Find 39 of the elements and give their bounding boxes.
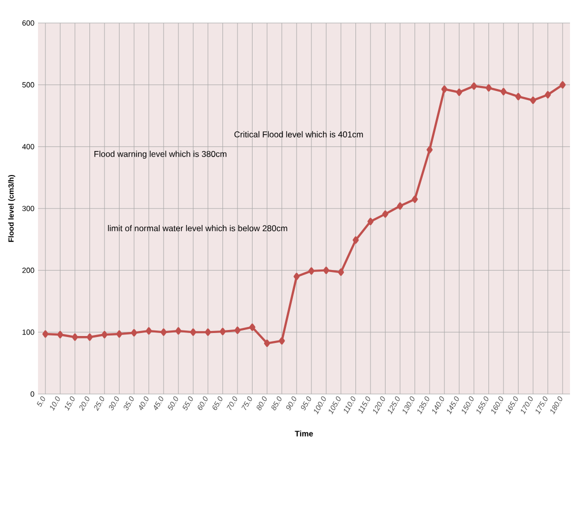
point — [530, 96, 536, 104]
point — [101, 330, 108, 338]
point — [190, 328, 196, 336]
point — [249, 324, 256, 331]
point — [264, 340, 270, 347]
point — [308, 267, 314, 275]
point — [57, 330, 64, 338]
point — [72, 333, 78, 341]
point — [397, 202, 404, 210]
point — [500, 88, 507, 96]
annotation: Critical Flood level which is 401cm — [234, 131, 363, 138]
point — [412, 196, 418, 203]
point — [426, 146, 433, 154]
point — [486, 84, 492, 92]
point — [204, 328, 211, 336]
point — [382, 210, 388, 218]
point — [146, 327, 152, 335]
point — [86, 333, 93, 341]
point — [278, 337, 285, 345]
point — [220, 328, 226, 336]
point — [175, 327, 182, 335]
point — [234, 326, 241, 334]
point — [456, 88, 462, 96]
point — [367, 218, 374, 226]
point — [441, 85, 448, 93]
point — [116, 330, 122, 338]
point — [131, 329, 138, 336]
point — [560, 81, 566, 89]
point — [294, 272, 300, 280]
point — [352, 236, 359, 244]
point — [515, 92, 522, 100]
point — [338, 268, 344, 276]
annotation: Flood warning level which is 380cm — [94, 150, 226, 159]
point — [323, 266, 330, 274]
point — [42, 330, 48, 338]
annotation: limit of normal water level which is below 280cm — [108, 225, 288, 232]
point — [544, 91, 551, 98]
point — [470, 82, 477, 90]
point — [160, 328, 167, 336]
